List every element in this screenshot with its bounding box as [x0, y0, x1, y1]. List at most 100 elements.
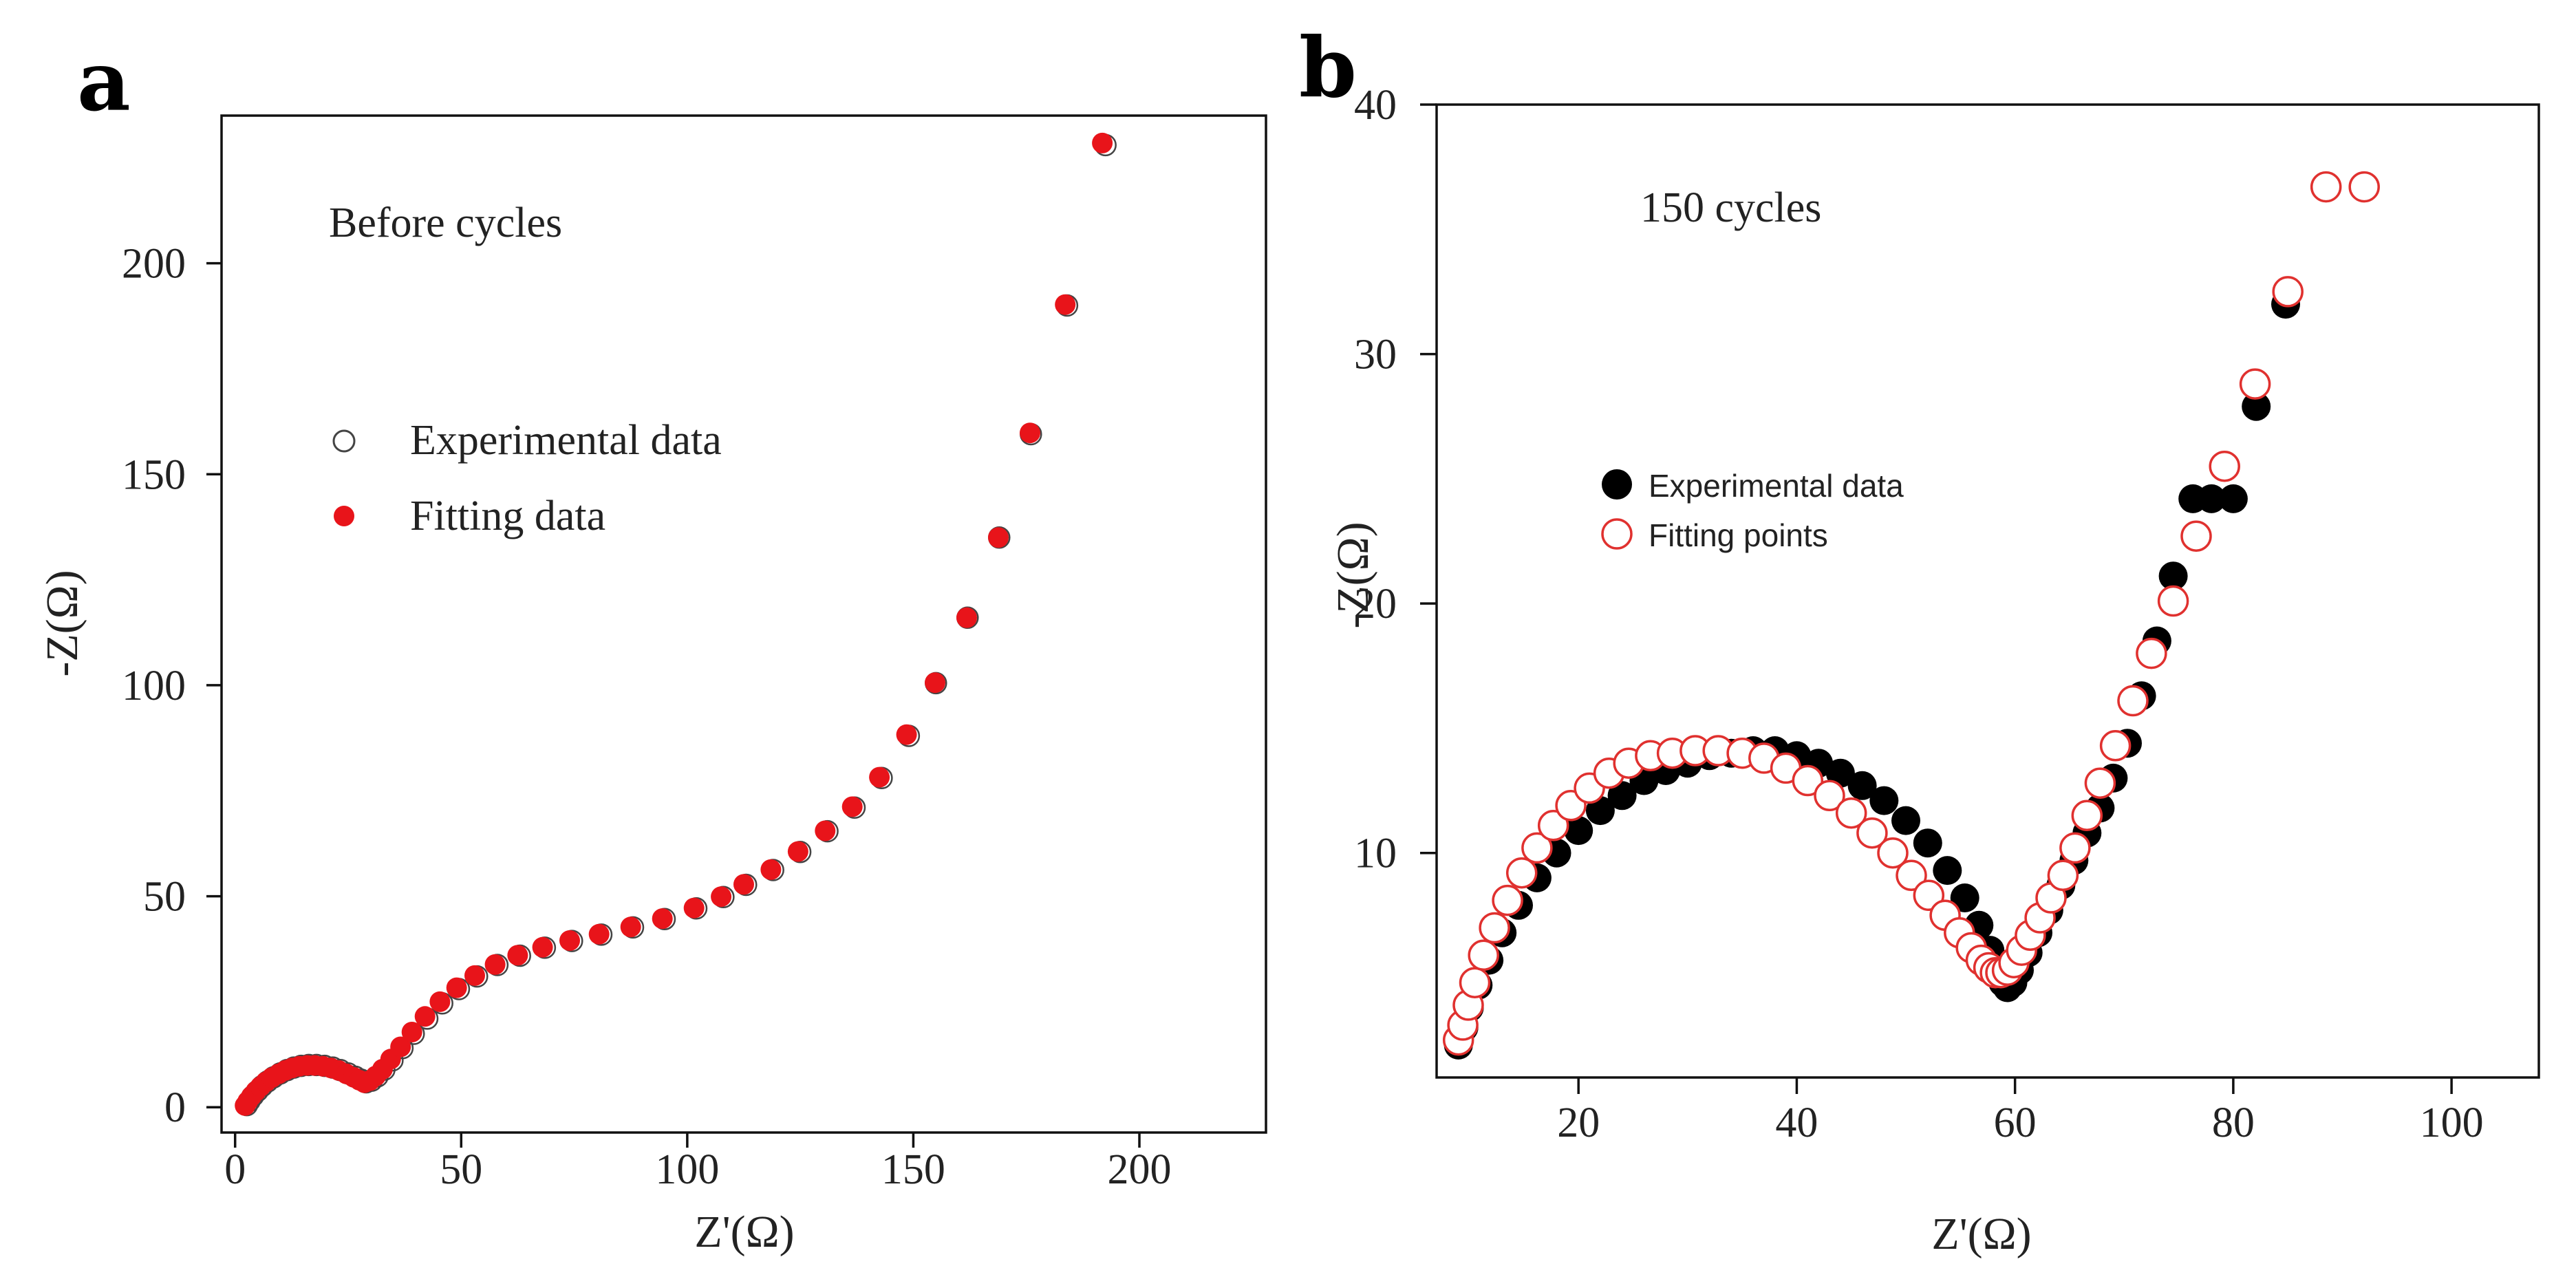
point-a-fitting-48: [988, 527, 1009, 548]
point-a-fitting-24: [390, 1036, 411, 1058]
point-a-fitting-45: [896, 724, 917, 745]
point-a-fitting-28: [446, 977, 467, 998]
point-b-fitting-26: [1896, 859, 1927, 892]
x-tick-label-a-100: 100: [655, 1146, 719, 1193]
y-axis-title-b: -Z(Ω): [1328, 522, 1378, 628]
point-b-fitting-23: [1835, 797, 1867, 829]
point-b-fitting-43: [2071, 800, 2103, 832]
series-a-fitting: [235, 132, 1113, 1116]
point-b-experimental-49: [2218, 484, 2248, 513]
point-b-fitting-48: [2157, 585, 2189, 617]
legend-marker-fitting-b: [1601, 518, 1633, 550]
point-a-fitting-40: [760, 859, 782, 880]
x-axis-title-a: Z'(Ω): [694, 1207, 794, 1257]
point-b-fitting-51: [2239, 368, 2271, 400]
chart-panel-b: 20 40 60 80 100 10 20 30 40 150 cycles Experime…: [1328, 82, 2540, 1259]
x-tick-label-b-20: 20: [1557, 1099, 1600, 1146]
point-b-fitting-47: [2136, 637, 2167, 669]
point-b-experimental-24: [1891, 806, 1920, 835]
legend-b: Experimental data Fitting points: [1601, 468, 1904, 553]
point-b-experimental-48: [2197, 484, 2226, 513]
point-b-experimental-11: [1607, 781, 1637, 811]
plot-frame-b: [1435, 103, 2540, 1079]
point-a-fitting-32: [532, 936, 553, 958]
x-tick-label-a-150: 150: [881, 1146, 945, 1193]
point-b-experimental-23: [1869, 786, 1899, 815]
x-axis-title-b: Z'(Ω): [1931, 1209, 2031, 1259]
data-points-b: [1442, 171, 2380, 1060]
point-b-fitting-42: [2059, 832, 2091, 864]
point-b-experimental-21: [1825, 758, 1855, 788]
point-a-fitting-36: [652, 908, 673, 930]
point-b-fitting-52: [2272, 276, 2304, 308]
y-axis-title-a: -Z(Ω): [37, 570, 87, 676]
point-b-fitting-22: [1814, 780, 1845, 812]
point-b-experimental-46: [2158, 561, 2188, 591]
plot-frame-a: [220, 114, 1267, 1134]
point-b-fitting-53: [2310, 171, 2342, 203]
legend-marker-fitting-a: [334, 506, 354, 526]
legend-label-fitting-b: Fitting points: [1649, 517, 1828, 553]
point-b-fitting-54: [2348, 171, 2380, 203]
point-a-fitting-50: [1055, 294, 1076, 315]
series-b-experimental: [1443, 172, 2340, 1060]
annotation-a: Before cycles: [329, 200, 562, 246]
point-a-fitting-41: [787, 841, 808, 862]
data-points-a: [235, 132, 1117, 1117]
point-a-fitting-30: [484, 954, 506, 975]
point-a-fitting-38: [711, 886, 732, 908]
point-a-fitting-47: [956, 607, 977, 628]
point-b-experimental-27: [1950, 883, 1979, 912]
x-tick-label-b-80: 80: [2212, 1099, 2255, 1146]
point-a-fitting-34: [588, 923, 610, 945]
y-tick-label-b-30: 30: [1354, 332, 1397, 378]
point-a-fitting-31: [507, 945, 528, 966]
point-b-fitting-46: [2117, 685, 2149, 717]
point-b-fitting-45: [2099, 730, 2132, 762]
point-a-fitting-37: [683, 897, 705, 919]
series-a-experimental: [235, 133, 1117, 1117]
legend-label-experimental-b: Experimental data: [1649, 468, 1904, 504]
y-axis-a: 0 50 100 150 200: [122, 241, 222, 1131]
y-tick-label-b-10: 10: [1354, 830, 1397, 877]
point-a-fitting-29: [464, 965, 485, 986]
point-b-fitting-27: [1913, 879, 1945, 912]
y-tick-label-a-200: 200: [122, 241, 186, 288]
point-b-fitting-4: [1468, 939, 1499, 972]
y-tick-label-b-20: 20: [1354, 581, 1397, 627]
point-a-fitting-26: [414, 1006, 436, 1027]
point-b-fitting-50: [2209, 450, 2240, 482]
legend-marker-experimental-a: [332, 429, 356, 453]
point-b-fitting-5: [1479, 912, 1510, 944]
y-tick-label-a-150: 150: [122, 451, 186, 498]
point-a-fitting-39: [733, 874, 754, 895]
point-a-fitting-43: [841, 796, 863, 817]
point-b-experimental-10: [1585, 796, 1615, 826]
point-a-fitting-35: [620, 916, 641, 938]
y-tick-label-b-40: 40: [1354, 82, 1397, 129]
point-b-fitting-21: [1792, 764, 1824, 797]
point-b-experimental-25: [1913, 828, 1942, 858]
x-tick-label-b-60: 60: [1994, 1099, 2037, 1146]
x-tick-label-b-100: 100: [2420, 1099, 2484, 1146]
point-b-experimental-50: [2242, 391, 2271, 421]
series-b-fitting: [1442, 171, 2380, 1056]
x-axis-b: 20 40 60 80 100: [1557, 1077, 2484, 1146]
y-axis-b: 10 20 30 40: [1354, 82, 1437, 877]
point-b-fitting-49: [2180, 520, 2212, 552]
point-a-fitting-25: [401, 1022, 422, 1042]
legend-label-experimental-a: Experimental data: [410, 417, 722, 464]
point-b-experimental-26: [1933, 856, 1962, 886]
point-b-experimental-22: [1847, 771, 1877, 800]
panel-b-letter: b: [1299, 19, 1357, 116]
annotation-b: 150 cycles: [1640, 184, 1821, 231]
x-tick-label-a-50: 50: [440, 1146, 482, 1193]
point-a-fitting-27: [429, 991, 451, 1012]
point-a-fitting-51: [1092, 132, 1113, 153]
point-a-fitting-44: [869, 766, 890, 788]
point-b-fitting-8: [1521, 832, 1553, 864]
legend-marker-experimental-b: [1602, 469, 1632, 500]
x-axis-a: 0 50 100 150 200: [224, 1133, 1172, 1193]
point-b-fitting-25: [1877, 837, 1909, 869]
